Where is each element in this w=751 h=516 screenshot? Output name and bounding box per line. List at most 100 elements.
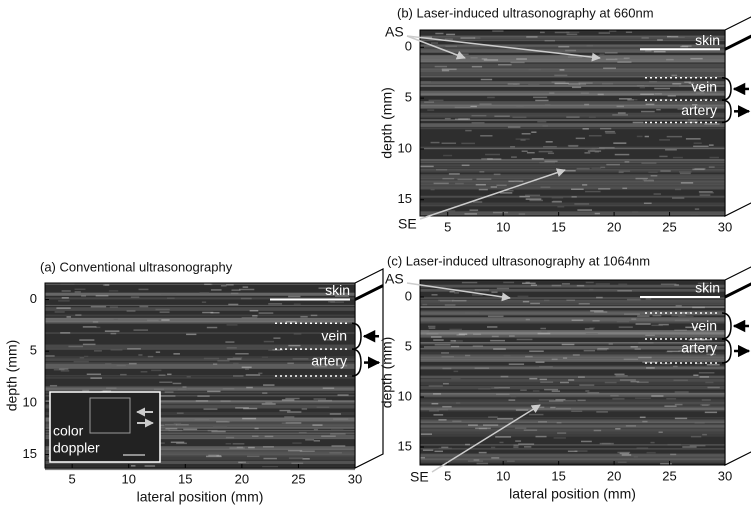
speckle [625, 425, 637, 427]
speckle-band [420, 45, 725, 48]
speckle [666, 58, 674, 61]
speckle [441, 69, 450, 72]
speckle [133, 329, 149, 331]
speckle [528, 68, 542, 71]
speckle [159, 381, 173, 383]
speckle-band [420, 212, 725, 216]
speckle [645, 50, 652, 52]
speckle [147, 319, 159, 322]
speckle-band [45, 375, 355, 377]
speckle [487, 158, 502, 160]
speckle [243, 407, 258, 410]
speckle [533, 96, 548, 99]
speckle [559, 381, 569, 384]
speckle [478, 388, 491, 390]
speckle [630, 380, 640, 383]
speckle [657, 39, 663, 41]
speckle [457, 178, 473, 181]
speckle [165, 427, 178, 430]
speckle [571, 196, 577, 198]
speckle [544, 160, 558, 163]
speckle [589, 288, 594, 291]
x-tick-label: 25 [662, 219, 676, 234]
speckle [58, 300, 70, 302]
x-tick-label: 25 [662, 468, 676, 483]
speckle-band [420, 105, 725, 109]
speckle-band [45, 297, 355, 300]
y-tick-label: 5 [405, 338, 412, 353]
speckle [222, 387, 235, 390]
speckle-band [420, 90, 725, 94]
speckle [49, 384, 58, 387]
speckle [420, 165, 434, 168]
speckle [228, 303, 239, 306]
speckle [568, 379, 575, 381]
speckle [241, 366, 252, 369]
speckle-band [420, 51, 725, 53]
speckle [208, 454, 220, 457]
speckle [567, 56, 583, 58]
speckle [545, 141, 553, 143]
speckle-band [45, 423, 355, 425]
speckle [641, 162, 657, 164]
speckle-band [420, 73, 725, 76]
speckle [515, 409, 529, 411]
speckle [452, 420, 462, 423]
speckle [486, 326, 498, 328]
speckle [95, 294, 109, 297]
speckle [529, 199, 543, 202]
speckle-band [45, 399, 355, 404]
speckle [572, 354, 580, 356]
speckle [481, 58, 488, 60]
speckle [503, 281, 515, 284]
speckle [538, 421, 547, 423]
speckle [499, 441, 504, 444]
speckle [225, 341, 235, 343]
speckle [605, 58, 618, 61]
speckle [281, 422, 291, 424]
speckle [524, 446, 532, 448]
speckle-band [420, 146, 725, 149]
speckle-band [45, 292, 355, 296]
speckle [235, 353, 249, 355]
speckle [543, 299, 550, 302]
speckle-band [420, 180, 725, 184]
speckle-band [420, 168, 725, 171]
speckle-band [420, 303, 725, 306]
speckle [442, 367, 452, 370]
speckle [640, 93, 654, 96]
speckle [503, 354, 511, 357]
speckle [525, 355, 533, 358]
speckle [433, 414, 444, 416]
speckle [636, 135, 643, 138]
speckle-band [45, 347, 355, 350]
speckle [445, 45, 458, 48]
speckle-band [420, 300, 725, 304]
speckle-band [420, 330, 725, 334]
speckle [285, 422, 302, 424]
speckle [238, 461, 246, 464]
speckle [438, 299, 455, 302]
speckle-band [45, 314, 355, 317]
speckle [108, 290, 119, 292]
speckle [562, 357, 568, 359]
speckle [66, 316, 71, 318]
speckle-band [45, 432, 355, 434]
speckle [82, 326, 97, 328]
speckle [331, 445, 346, 447]
speckle [639, 86, 646, 89]
speckle [441, 68, 457, 71]
speckle-band [45, 405, 355, 407]
speckle [252, 315, 258, 317]
speckle [195, 400, 209, 402]
speckle [508, 399, 516, 401]
speckle [586, 44, 594, 47]
speckle-band [420, 427, 725, 432]
speckle [525, 198, 542, 200]
speckle-band [420, 84, 725, 88]
speckle-band [420, 297, 725, 301]
speckle [279, 409, 291, 412]
speckle [584, 103, 590, 106]
se-arrow [431, 404, 541, 473]
speckle [431, 294, 438, 296]
